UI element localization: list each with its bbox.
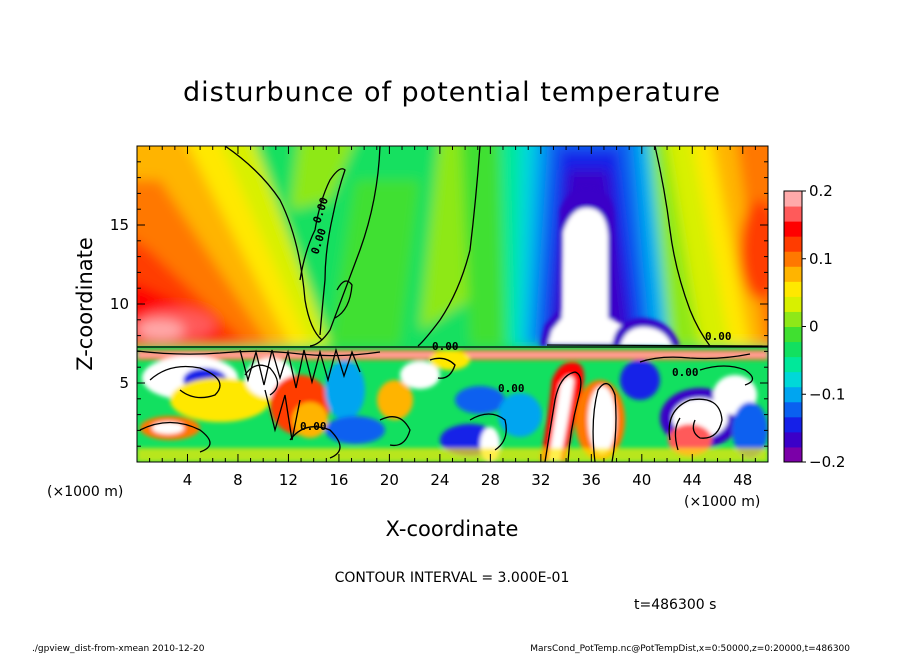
colorbar-swatch	[784, 401, 802, 418]
colorbar-tick-label: 0	[809, 318, 819, 336]
y-tick-label: 10	[110, 295, 129, 313]
x-tick-label: 40	[632, 471, 651, 489]
colorbar-swatch	[784, 416, 802, 433]
x-tick-label: 28	[481, 471, 500, 489]
colorbar-swatch	[784, 191, 802, 207]
cold-plume	[540, 187, 680, 346]
x-tick-label: 44	[683, 471, 702, 489]
colorbar-swatch	[784, 206, 802, 222]
x-tick-label: 48	[733, 471, 752, 489]
colorbar-swatch	[784, 251, 802, 267]
lower-turbulent-layer	[137, 346, 768, 462]
colorbar-swatch	[784, 221, 802, 237]
x-tick-label: 20	[380, 471, 399, 489]
y-tick-label: 5	[119, 374, 129, 392]
x-tick-label: 4	[183, 471, 193, 489]
x-tick-label: 8	[233, 471, 243, 489]
upper-smooth-layer	[137, 146, 768, 360]
colorbar-swatch	[784, 281, 802, 297]
colorbar-swatch	[784, 446, 802, 463]
contour-interval: CONTOUR INTERVAL = 3.000E-01	[335, 570, 570, 586]
contour-label: 0.00	[432, 340, 459, 353]
colorbar-swatch	[784, 296, 802, 312]
colorbar-swatch	[784, 266, 802, 282]
contour-label: 0.00	[705, 330, 732, 343]
x-unit-left: (×1000 m)	[47, 484, 123, 500]
x-tick-label: 32	[531, 471, 550, 489]
colorbar-swatch	[784, 311, 802, 327]
footer-left: ./gpview_dist-from-xmean 2010-12-20	[32, 644, 205, 654]
x-axis-label: X-coordinate	[386, 517, 519, 541]
colorbar-swatch	[784, 386, 802, 403]
colorbar-swatch	[784, 371, 802, 388]
contour-lines	[137, 146, 768, 462]
colorbar-swatch	[784, 236, 802, 252]
x-tick-label: 24	[430, 471, 449, 489]
chart-title: disturbunce of potential temperature	[183, 77, 721, 108]
x-unit-right: (×1000 m)	[684, 494, 760, 510]
colorbar-swatch	[784, 326, 802, 343]
contour-label: 0.00	[300, 420, 327, 433]
time-label: t=486300 s	[634, 597, 716, 613]
colorbar-swatch	[784, 341, 802, 358]
colorbar-tick-label: −0.2	[809, 453, 845, 471]
colorbar-swatch	[784, 431, 802, 448]
colorbar-tick-label: −0.1	[809, 385, 845, 403]
footer-right: MarsCond_PotTemp.nc@PotTempDist,x=0:5000…	[530, 644, 850, 654]
x-axis: 4 8 12 16 20 24 28 32 36 40 44 48	[136, 146, 769, 489]
colorbar-swatch	[784, 356, 802, 373]
x-tick-label: 16	[329, 471, 348, 489]
contour-label: 0.00	[672, 366, 699, 379]
y-axis-label: Z-coordinate	[73, 237, 97, 371]
x-tick-label: 36	[582, 471, 601, 489]
y-tick-label: 15	[110, 216, 129, 234]
heatmap-field: 0.00 0.00 0.00 0.00 0.00 0.00 0.00	[137, 146, 768, 462]
colorbar-tick-label: 0.1	[809, 250, 833, 268]
contour-label: 0.00	[498, 382, 525, 395]
x-tick-label: 12	[279, 471, 298, 489]
y-axis: 5 10 15	[110, 145, 768, 463]
colorbar-tick-label: 0.2	[809, 182, 833, 200]
colorbar: 0.2 0.1 0 −0.1 −0.2	[783, 182, 845, 471]
